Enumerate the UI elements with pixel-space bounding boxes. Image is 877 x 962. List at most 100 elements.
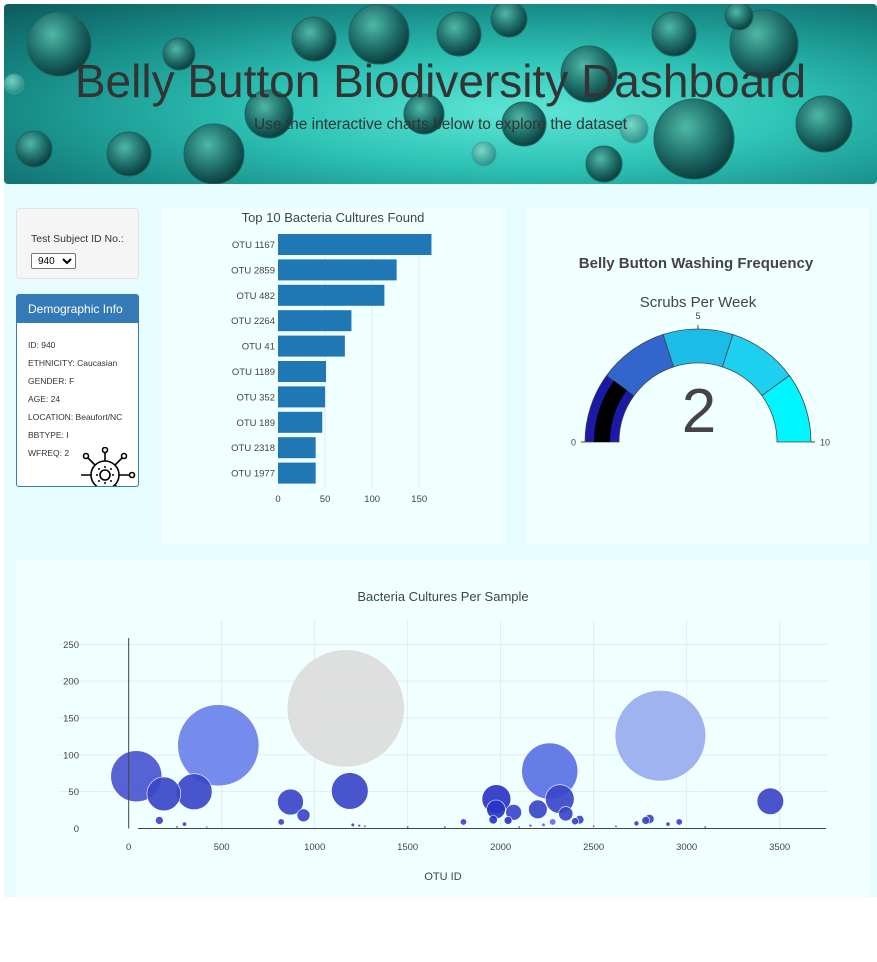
bubble-x-tick-label: 500 [214, 842, 230, 853]
bar-mark[interactable] [278, 284, 385, 306]
bubble-mark[interactable] [175, 773, 213, 810]
bar-x-tick-label: 150 [411, 494, 427, 505]
bubble-chart-card: Bacteria Cultures Per Sample 0 50 100 150 20… [16, 560, 870, 897]
subject-id-label: Test Subject ID No.: [31, 233, 124, 245]
bubble-y-tick-label: 250 [63, 640, 79, 651]
bubble-mark[interactable] [331, 772, 369, 810]
bar-category-label: OTU 41 [242, 342, 275, 353]
bubble-mark[interactable] [505, 804, 522, 821]
bubble-mark[interactable] [503, 816, 513, 825]
bubble-mark[interactable] [633, 820, 640, 827]
microbe-icon [81, 447, 136, 486]
bubble-mark[interactable] [182, 821, 187, 827]
bubble-mark[interactable] [592, 824, 596, 828]
bubble-mark[interactable] [155, 816, 164, 825]
bar-mark[interactable] [278, 462, 316, 484]
bubble-mark[interactable] [528, 799, 548, 820]
bar-mark[interactable] [278, 386, 326, 408]
bar-category-label: OTU 1189 [232, 367, 275, 378]
bubble-mark[interactable] [350, 822, 355, 827]
demographic-info-panel: Demographic Info ID: 940 ETHNICITY: Cauc… [16, 294, 139, 487]
bubble-mark[interactable] [146, 776, 182, 812]
gauge-chart: Belly Button Washing Frequency Scrubs Pe… [571, 255, 830, 448]
bubble-mark[interactable] [363, 824, 367, 828]
bubble-mark[interactable] [357, 823, 362, 828]
bubble-mark[interactable] [703, 825, 707, 829]
bar-mark[interactable] [278, 259, 397, 281]
bubble-mark[interactable] [756, 787, 784, 815]
bubble-mark[interactable] [541, 822, 546, 827]
virus-background-image [4, 4, 853, 184]
demographic-line: BBTYPE: I [28, 430, 69, 440]
gauge-tick-label: 10 [820, 438, 830, 448]
bubble-y-tick-label: 100 [63, 750, 79, 761]
bar-x-tick-label: 50 [320, 494, 331, 505]
demographic-line: WFREQ: 2 [28, 448, 70, 458]
bubble-mark[interactable] [443, 825, 447, 829]
bubble-y-tick-label: 150 [63, 714, 79, 725]
bubble-y-tick-label: 50 [68, 787, 79, 798]
header-banner: Belly Button Biodiversity Dashboard Use … [4, 4, 877, 184]
bubble-mark[interactable] [558, 806, 574, 822]
bar-category-label: OTU 2859 [231, 265, 275, 276]
bar-mark[interactable] [278, 437, 316, 459]
bubble-mark[interactable] [675, 818, 683, 826]
bubble-x-tick-label: 1000 [304, 842, 325, 853]
bubble-mark[interactable] [296, 808, 311, 823]
bubble-mark[interactable] [571, 817, 579, 826]
bubble-mark[interactable] [614, 690, 707, 782]
bar-mark[interactable] [278, 335, 345, 357]
bar-chart: Top 10 Bacteria Cultures Found OTU 1167 O… [231, 210, 432, 505]
bubble-mark[interactable] [205, 825, 209, 829]
bubble-y-tick-label: 0 [74, 824, 79, 835]
subject-id-select[interactable]: 940 [31, 253, 76, 269]
bubble-mark[interactable] [665, 821, 671, 827]
bubble-mark[interactable] [277, 788, 304, 816]
bubble-x-axis-label: OTU ID [424, 871, 461, 883]
bar-x-tick-label: 100 [364, 494, 380, 505]
bubble-chart: Bacteria Cultures Per Sample 0 50 100 150 20… [58, 589, 828, 883]
bar-category-label: OTU 482 [236, 291, 275, 302]
gauge-title: Belly Button Washing Frequency [579, 255, 814, 272]
bubble-x-tick-label: 2000 [490, 842, 511, 853]
bar-mark[interactable] [278, 234, 432, 255]
bubble-mark[interactable] [459, 818, 467, 826]
bubble-mark[interactable] [486, 799, 506, 820]
bubble-mark[interactable] [286, 649, 405, 768]
bubble-mark[interactable] [277, 818, 285, 826]
bubble-chart-title: Bacteria Cultures Per Sample [357, 589, 528, 604]
bar-chart-title: Top 10 Bacteria Cultures Found [242, 210, 425, 225]
bubble-x-tick-label: 3000 [676, 842, 697, 853]
bar-mark[interactable] [278, 310, 352, 332]
bar-category-label: OTU 189 [236, 418, 275, 429]
gauge-value-bar [594, 380, 627, 442]
bubble-mark[interactable] [528, 823, 533, 828]
bubble-x-tick-label: 1500 [397, 842, 418, 853]
bar-mark[interactable] [278, 411, 323, 433]
bubble-x-tick-label: 3500 [769, 842, 790, 853]
gauge-step [662, 328, 734, 368]
gauge-value-number: 2 [682, 377, 716, 446]
gauge-tick-label: 0 [571, 438, 576, 448]
demographic-line: ID: 940 [28, 340, 56, 350]
bubble-mark[interactable] [175, 825, 179, 829]
bar-mark[interactable] [278, 361, 327, 382]
dashboard-page: Belly Button Biodiversity Dashboard Use … [4, 4, 877, 897]
bubble-mark[interactable] [517, 825, 521, 829]
bubble-mark[interactable] [641, 816, 650, 825]
bar-category-label: OTU 2264 [231, 316, 275, 327]
demographic-line: LOCATION: Beaufort/NC [28, 412, 123, 422]
bar-x-tick-label: 0 [275, 494, 280, 505]
bar-category-label: OTU 2318 [231, 443, 275, 454]
gauge-chart-card: Belly Button Washing Frequency Scrubs Pe… [527, 208, 869, 544]
gauge-tick-label: 5 [695, 311, 700, 321]
bubble-mark[interactable] [177, 704, 260, 787]
page-subtitle: Use the interactive charts below to expl… [253, 116, 628, 133]
bubble-mark[interactable] [549, 818, 557, 826]
bar-category-label: OTU 1977 [231, 469, 275, 480]
bubble-mark[interactable] [614, 824, 618, 828]
bubble-y-tick-label: 200 [63, 677, 79, 688]
bubble-mark[interactable] [488, 815, 498, 825]
bubble-mark[interactable] [406, 825, 410, 829]
subject-selector-well: Test Subject ID No.: 940 [16, 208, 139, 279]
